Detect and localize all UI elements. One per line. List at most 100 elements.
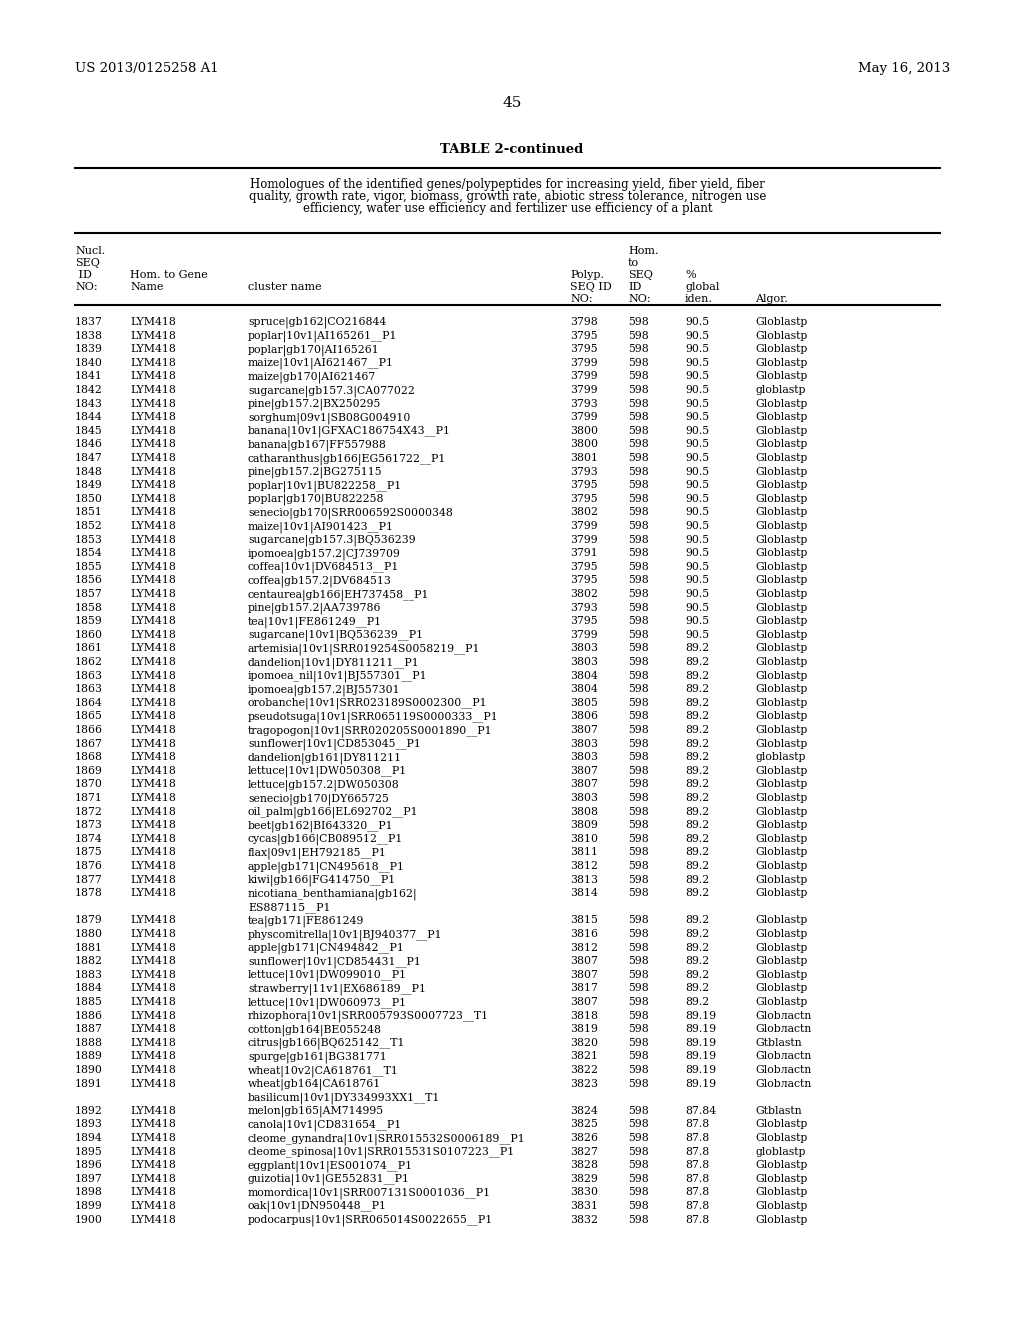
Text: 3799: 3799	[570, 358, 598, 368]
Text: 3811: 3811	[570, 847, 598, 858]
Text: 598: 598	[628, 535, 649, 545]
Text: 90.5: 90.5	[685, 385, 710, 395]
Text: artemisia|10v1|SRR019254S0058219__P1: artemisia|10v1|SRR019254S0058219__P1	[248, 643, 480, 655]
Text: 1897: 1897	[75, 1173, 102, 1184]
Text: 1841: 1841	[75, 371, 102, 381]
Text: May 16, 2013: May 16, 2013	[858, 62, 950, 75]
Text: 90.5: 90.5	[685, 616, 710, 626]
Text: 598: 598	[628, 562, 649, 572]
Text: LYM418: LYM418	[130, 671, 176, 681]
Text: 3825: 3825	[570, 1119, 598, 1130]
Text: ID: ID	[628, 282, 641, 292]
Text: 3795: 3795	[570, 562, 598, 572]
Text: 90.5: 90.5	[685, 453, 710, 463]
Text: 598: 598	[628, 1052, 649, 1061]
Text: NO:: NO:	[570, 294, 593, 304]
Text: apple|gb171|CN494842__P1: apple|gb171|CN494842__P1	[248, 942, 404, 954]
Text: SEQ ID: SEQ ID	[570, 282, 611, 292]
Text: Globlastp: Globlastp	[755, 915, 807, 925]
Text: globlastp: globlastp	[755, 385, 806, 395]
Text: Globlastp: Globlastp	[755, 630, 807, 640]
Text: LYM418: LYM418	[130, 956, 176, 966]
Text: 3800: 3800	[570, 426, 598, 436]
Text: LYM418: LYM418	[130, 1188, 176, 1197]
Text: 3803: 3803	[570, 793, 598, 803]
Text: 3795: 3795	[570, 330, 598, 341]
Text: Globlastp: Globlastp	[755, 1214, 807, 1225]
Text: Globlastp: Globlastp	[755, 1133, 807, 1143]
Text: SEQ: SEQ	[628, 271, 653, 280]
Text: 90.5: 90.5	[685, 412, 710, 422]
Text: coffea|gb157.2|DV684513: coffea|gb157.2|DV684513	[248, 576, 392, 587]
Text: 1838: 1838	[75, 330, 103, 341]
Text: Hom.: Hom.	[628, 246, 658, 256]
Text: 598: 598	[628, 466, 649, 477]
Text: poplar|10v1|AI165261__P1: poplar|10v1|AI165261__P1	[248, 330, 397, 342]
Text: Globlastp: Globlastp	[755, 807, 807, 817]
Text: LYM418: LYM418	[130, 711, 176, 722]
Text: 598: 598	[628, 330, 649, 341]
Text: cleome_gynandra|10v1|SRR015532S0006189__P1: cleome_gynandra|10v1|SRR015532S0006189__…	[248, 1133, 525, 1144]
Text: 89.2: 89.2	[685, 970, 710, 979]
Text: 1873: 1873	[75, 820, 102, 830]
Text: 3830: 3830	[570, 1188, 598, 1197]
Text: 598: 598	[628, 426, 649, 436]
Text: 3804: 3804	[570, 671, 598, 681]
Text: 3807: 3807	[570, 725, 598, 735]
Text: LYM418: LYM418	[130, 1133, 176, 1143]
Text: banana|gb167|FF557988: banana|gb167|FF557988	[248, 440, 387, 451]
Text: 90.5: 90.5	[685, 426, 710, 436]
Text: 90.5: 90.5	[685, 630, 710, 640]
Text: 1865: 1865	[75, 711, 102, 722]
Text: Globlastp: Globlastp	[755, 956, 807, 966]
Text: %: %	[685, 271, 695, 280]
Text: 1845: 1845	[75, 426, 102, 436]
Text: Globlastp: Globlastp	[755, 888, 807, 898]
Text: Globlastp: Globlastp	[755, 371, 807, 381]
Text: 598: 598	[628, 616, 649, 626]
Text: 90.5: 90.5	[685, 535, 710, 545]
Text: ipomoea|gb157.2|CJ739709: ipomoea|gb157.2|CJ739709	[248, 548, 400, 560]
Text: 3815: 3815	[570, 915, 598, 925]
Text: LYM418: LYM418	[130, 752, 176, 762]
Text: tea|10v1|FE861249__P1: tea|10v1|FE861249__P1	[248, 616, 382, 628]
Text: Name: Name	[130, 282, 164, 292]
Text: 87.8: 87.8	[685, 1188, 710, 1197]
Text: 3804: 3804	[570, 684, 598, 694]
Text: LYM418: LYM418	[130, 358, 176, 368]
Text: 89.2: 89.2	[685, 847, 710, 858]
Text: pine|gb157.2|BG275115: pine|gb157.2|BG275115	[248, 466, 383, 478]
Text: flax|09v1|EH792185__P1: flax|09v1|EH792185__P1	[248, 847, 387, 859]
Text: Globlastp: Globlastp	[755, 507, 807, 517]
Text: 598: 598	[628, 929, 649, 939]
Text: LYM418: LYM418	[130, 1106, 176, 1115]
Text: LYM418: LYM418	[130, 1052, 176, 1061]
Text: 87.8: 87.8	[685, 1133, 710, 1143]
Text: 598: 598	[628, 875, 649, 884]
Text: Globlastp: Globlastp	[755, 997, 807, 1007]
Text: LYM418: LYM418	[130, 793, 176, 803]
Text: Globlastp: Globlastp	[755, 684, 807, 694]
Text: 89.2: 89.2	[685, 834, 710, 843]
Text: Globласtn: Globласtn	[755, 1078, 811, 1089]
Text: 89.19: 89.19	[685, 1024, 716, 1034]
Text: LYM418: LYM418	[130, 1038, 176, 1048]
Text: 1893: 1893	[75, 1119, 102, 1130]
Text: globlastp: globlastp	[755, 1147, 806, 1156]
Text: Hom. to Gene: Hom. to Gene	[130, 271, 208, 280]
Text: 3829: 3829	[570, 1173, 598, 1184]
Text: 598: 598	[628, 739, 649, 748]
Text: 1874: 1874	[75, 834, 102, 843]
Text: 3802: 3802	[570, 507, 598, 517]
Text: 89.2: 89.2	[685, 807, 710, 817]
Text: 3819: 3819	[570, 1024, 598, 1034]
Text: eggplant|10v1|ES001074__P1: eggplant|10v1|ES001074__P1	[248, 1160, 413, 1172]
Text: 1881: 1881	[75, 942, 103, 953]
Text: LYM418: LYM418	[130, 861, 176, 871]
Text: Globlastp: Globlastp	[755, 1119, 807, 1130]
Text: 3793: 3793	[570, 603, 598, 612]
Text: 3793: 3793	[570, 466, 598, 477]
Text: 3798: 3798	[570, 317, 598, 327]
Text: melon|gb165|AM714995: melon|gb165|AM714995	[248, 1106, 384, 1117]
Text: 3799: 3799	[570, 371, 598, 381]
